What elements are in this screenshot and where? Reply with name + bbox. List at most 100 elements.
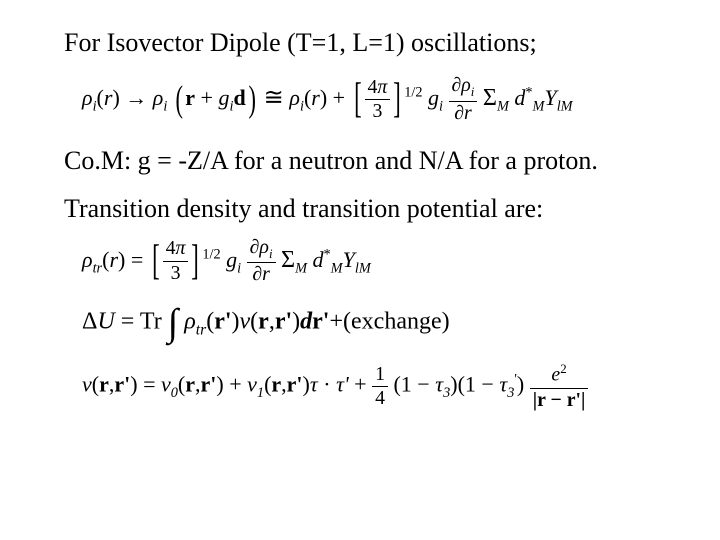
frac-drho-dr: ∂ρi∂r [449, 76, 478, 124]
equation-4: v(r,r') = v0(r,r') + v1(r,r')τ · τ' + 14… [82, 363, 656, 410]
gi3: g [226, 246, 237, 271]
eq: = [121, 309, 135, 335]
lbracket-icon: [ [354, 81, 362, 119]
sub-1: 1 [257, 385, 264, 401]
den-r-rp: |r − r'| [530, 389, 589, 411]
num-e2: e2 [530, 363, 589, 388]
equation-3: ΔU = Tr ∫ ρtr(r')v(r,r')dr'+(exchange) [82, 301, 656, 345]
star: * [525, 85, 532, 101]
star2: * [324, 246, 331, 262]
rho3: ρ [289, 85, 300, 110]
num-4pi-b: 4π [163, 239, 189, 262]
r-prime-bold5: r' [201, 372, 217, 397]
Y2: Y [343, 246, 355, 271]
dM: d [514, 85, 525, 110]
v1: v [247, 372, 257, 397]
v2: v [82, 372, 92, 397]
equation-1: ρi(r) → ρi (r + gid) ≅ ρi(r) + [4π3]1/2 … [82, 76, 656, 124]
sub-0: 0 [171, 385, 178, 401]
num-drho-b: ∂ρi [247, 238, 276, 264]
rbracket-icon: ] [393, 81, 401, 119]
den-dr: ∂r [449, 102, 478, 124]
r-prime-bold4: r' [114, 372, 130, 397]
lbracket2-icon: [ [152, 243, 160, 281]
sub-i4: i [300, 98, 304, 114]
arrow: → [125, 85, 147, 110]
r3: r [109, 246, 118, 271]
sub-i2: i [163, 98, 167, 114]
r-prime-bold6: r' [287, 372, 303, 397]
heading-line-2: Co.M: g = -Z/A for a neutron and N/A for… [64, 146, 656, 176]
sub-M2: M [533, 98, 545, 114]
lparen-icon: ( [175, 83, 182, 117]
frac-drho-dr-b: ∂ρi∂r [247, 238, 276, 286]
r-bold3: r [99, 372, 109, 397]
rbracket2-icon: ] [192, 243, 200, 281]
frac-4pi-3-b: 4π3 [163, 239, 189, 284]
d-bold: d [233, 85, 245, 110]
heading-line-3: Transition density and transition potent… [64, 194, 656, 224]
Tr: Tr [140, 309, 162, 335]
sup-half-b: 1/2 [202, 246, 220, 262]
approx-equal-icon: ≅ [264, 84, 284, 111]
gi: g [218, 85, 229, 110]
sigma-icon: Σ [483, 84, 497, 111]
den-dr-b: ∂r [247, 263, 276, 285]
sub-M: M [497, 98, 509, 114]
r-prime-bold: r' [214, 309, 231, 335]
den-4: 4 [372, 387, 388, 409]
sub-M3: M [295, 260, 307, 276]
rparen-icon: ) [248, 83, 255, 117]
tau-prime: τ' [336, 372, 349, 397]
r-prime-bold3: r' [312, 309, 329, 335]
sup-half: 1/2 [404, 85, 422, 101]
rho: ρ [82, 85, 93, 110]
frac-4pi-3: 4π3 [365, 78, 391, 123]
r-bold2: r [258, 309, 269, 335]
Y: Y [544, 85, 556, 110]
sub-3: 3 [443, 385, 450, 401]
sub-i5: i [439, 98, 443, 114]
plus: + [229, 372, 241, 397]
sub-tr2: tr [196, 322, 206, 339]
equation-2: ρtr(r) = [4π3]1/2 gi ∂ρi∂r ΣM d*MYlM [82, 238, 656, 286]
num-drho: ∂ρi [449, 76, 478, 102]
num-1: 1 [372, 365, 388, 388]
gi2: g [428, 85, 439, 110]
DeltaU: ΔU [82, 309, 115, 335]
rho-tr: ρ [82, 246, 93, 271]
sub-i6: i [237, 260, 241, 276]
heading-line-1: For Isovector Dipole (T=1, L=1) oscillat… [64, 28, 656, 58]
tau: τ [310, 372, 318, 397]
sub-lM: lM [557, 98, 573, 114]
sub-lM2: lM [355, 260, 371, 276]
tau3p: τ [499, 372, 507, 397]
dot: · [323, 372, 330, 397]
r: r [104, 85, 113, 110]
sigma2-icon: Σ [281, 245, 295, 272]
frac-1-4: 14 [372, 365, 388, 410]
plus-exchange: +(exchange) [329, 309, 449, 335]
prime: ' [514, 372, 517, 388]
v: v [240, 309, 251, 335]
rho2: ρ [153, 85, 164, 110]
r-bold4: r [185, 372, 195, 397]
integral-icon: ∫ [168, 301, 179, 345]
r-bold: r [185, 85, 195, 110]
r2: r [311, 85, 320, 110]
den-3: 3 [365, 100, 391, 122]
sub-tr: tr [93, 260, 103, 276]
sub-i: i [93, 98, 97, 114]
v0: v [161, 372, 171, 397]
slide: For Isovector Dipole (T=1, L=1) oscillat… [0, 0, 720, 438]
r-prime-bold2: r' [275, 309, 292, 335]
sub-M4: M [331, 260, 343, 276]
den-3-b: 3 [163, 262, 189, 284]
tau3: τ [435, 372, 443, 397]
d: d [300, 309, 312, 335]
num-4pi: 4π [365, 78, 391, 101]
rho-tr2: ρ [184, 309, 196, 335]
dM2: d [313, 246, 324, 271]
frac-e2-r: e2|r − r'| [530, 363, 589, 410]
r-bold5: r [271, 372, 281, 397]
